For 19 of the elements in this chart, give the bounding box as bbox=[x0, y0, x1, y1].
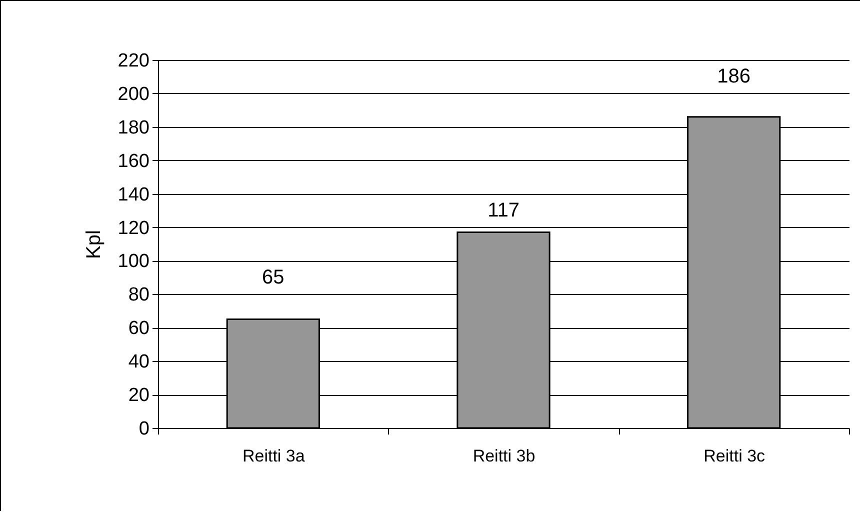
data-label: 186 bbox=[717, 66, 751, 88]
y-tick-label: 200 bbox=[118, 84, 150, 105]
y-tick-label: 120 bbox=[118, 218, 150, 239]
y-tick-label: 40 bbox=[128, 352, 150, 373]
y-tick-label: 160 bbox=[118, 150, 150, 172]
y-tick-label: 180 bbox=[118, 117, 150, 138]
y-tick-label: 20 bbox=[128, 385, 150, 406]
y-tick-label: 0 bbox=[138, 418, 150, 440]
y-tick-label: 220 bbox=[118, 50, 150, 72]
y-axis-title: Kpl bbox=[82, 230, 105, 259]
x-tick-label: Reitti 3b bbox=[472, 446, 536, 466]
y-tick-label: 100 bbox=[118, 251, 150, 272]
y-tick-label: 140 bbox=[118, 184, 150, 206]
data-label: 65 bbox=[262, 266, 284, 288]
data-label: 117 bbox=[488, 200, 520, 222]
y-tick-label: 60 bbox=[128, 318, 150, 340]
x-tick-label: Reitti 3c bbox=[704, 446, 766, 466]
x-tick-label: Reitti 3a bbox=[242, 446, 306, 466]
y-tick-label: 80 bbox=[128, 284, 150, 306]
